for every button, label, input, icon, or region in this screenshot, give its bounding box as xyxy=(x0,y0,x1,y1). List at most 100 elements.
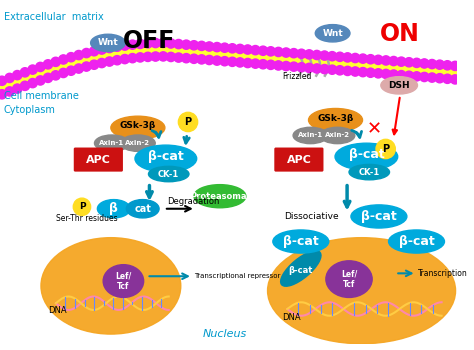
Circle shape xyxy=(189,41,199,50)
Circle shape xyxy=(36,76,45,85)
Ellipse shape xyxy=(381,77,418,94)
Ellipse shape xyxy=(389,230,445,253)
Circle shape xyxy=(312,50,321,60)
Circle shape xyxy=(212,56,222,65)
Circle shape xyxy=(143,52,153,62)
Circle shape xyxy=(404,71,414,81)
Text: Cell membrane: Cell membrane xyxy=(4,91,79,101)
Circle shape xyxy=(28,78,37,88)
Circle shape xyxy=(258,60,268,69)
Circle shape xyxy=(74,64,83,73)
Circle shape xyxy=(51,71,60,80)
Circle shape xyxy=(358,68,367,77)
Circle shape xyxy=(28,65,37,74)
Circle shape xyxy=(73,198,91,216)
Circle shape xyxy=(151,38,160,48)
Text: Frizzled: Frizzled xyxy=(283,72,312,81)
Circle shape xyxy=(274,47,283,57)
Circle shape xyxy=(174,53,183,62)
Circle shape xyxy=(189,54,199,63)
Text: β-cat: β-cat xyxy=(283,235,319,248)
Text: Transcription: Transcription xyxy=(418,269,467,278)
Text: Nucleus: Nucleus xyxy=(202,329,247,339)
Circle shape xyxy=(182,54,191,63)
Text: ON: ON xyxy=(380,22,420,46)
Ellipse shape xyxy=(91,34,125,51)
Circle shape xyxy=(428,73,437,82)
Circle shape xyxy=(289,49,299,58)
Ellipse shape xyxy=(273,230,329,253)
Ellipse shape xyxy=(41,238,181,334)
Ellipse shape xyxy=(103,265,144,298)
Circle shape xyxy=(5,87,14,96)
Circle shape xyxy=(220,43,229,52)
Circle shape xyxy=(397,57,406,66)
Circle shape xyxy=(389,56,398,66)
Circle shape xyxy=(266,47,275,56)
Circle shape xyxy=(159,52,168,61)
Text: β: β xyxy=(109,202,118,215)
Circle shape xyxy=(20,68,29,77)
Circle shape xyxy=(328,65,337,74)
Circle shape xyxy=(297,49,306,58)
Circle shape xyxy=(205,55,214,65)
Circle shape xyxy=(205,42,214,51)
Ellipse shape xyxy=(315,25,350,42)
Circle shape xyxy=(335,66,345,75)
Circle shape xyxy=(320,64,329,74)
Circle shape xyxy=(13,84,22,93)
Text: APC: APC xyxy=(286,155,311,164)
Circle shape xyxy=(366,55,375,64)
Text: β-cat: β-cat xyxy=(399,235,434,248)
Ellipse shape xyxy=(111,116,165,139)
Circle shape xyxy=(128,54,137,63)
Circle shape xyxy=(0,90,7,99)
Circle shape xyxy=(178,112,198,132)
Circle shape xyxy=(197,41,206,50)
Circle shape xyxy=(320,51,329,60)
Ellipse shape xyxy=(135,145,197,172)
Circle shape xyxy=(36,62,45,71)
Text: Dissociative: Dissociative xyxy=(284,212,339,221)
Ellipse shape xyxy=(309,108,363,132)
Text: OFF: OFF xyxy=(123,29,176,54)
Circle shape xyxy=(74,50,83,60)
Circle shape xyxy=(335,52,345,62)
Text: Axin-1: Axin-1 xyxy=(298,132,323,139)
Circle shape xyxy=(128,40,137,49)
Text: Wnt: Wnt xyxy=(322,29,343,38)
Circle shape xyxy=(304,63,314,72)
Circle shape xyxy=(136,53,145,62)
Text: Proteasomal: Proteasomal xyxy=(190,192,250,201)
Circle shape xyxy=(435,60,444,69)
Circle shape xyxy=(174,40,183,49)
Text: P: P xyxy=(184,117,191,127)
Circle shape xyxy=(143,39,153,48)
Circle shape xyxy=(197,55,206,64)
Text: β-cat: β-cat xyxy=(361,210,397,223)
Text: β-cat: β-cat xyxy=(148,150,184,163)
Text: GSk-3β: GSk-3β xyxy=(120,121,156,130)
Circle shape xyxy=(5,73,14,83)
Circle shape xyxy=(343,66,352,76)
Circle shape xyxy=(20,81,29,90)
Text: Transcriptional repressor: Transcriptional repressor xyxy=(194,273,280,279)
Circle shape xyxy=(374,69,383,78)
Circle shape xyxy=(376,139,395,159)
FancyBboxPatch shape xyxy=(74,147,123,172)
Ellipse shape xyxy=(281,251,321,286)
Circle shape xyxy=(66,66,76,75)
Text: Degradation: Degradation xyxy=(167,197,219,206)
Ellipse shape xyxy=(148,166,189,182)
Text: DSH: DSH xyxy=(388,81,410,90)
Text: DNA: DNA xyxy=(48,307,67,315)
Circle shape xyxy=(450,61,460,71)
Circle shape xyxy=(97,45,106,54)
Circle shape xyxy=(82,48,91,58)
Circle shape xyxy=(228,44,237,53)
Circle shape xyxy=(412,72,421,81)
Circle shape xyxy=(90,60,99,69)
Circle shape xyxy=(351,54,360,63)
Circle shape xyxy=(97,58,106,68)
Text: GSk-3β: GSk-3β xyxy=(318,114,354,122)
